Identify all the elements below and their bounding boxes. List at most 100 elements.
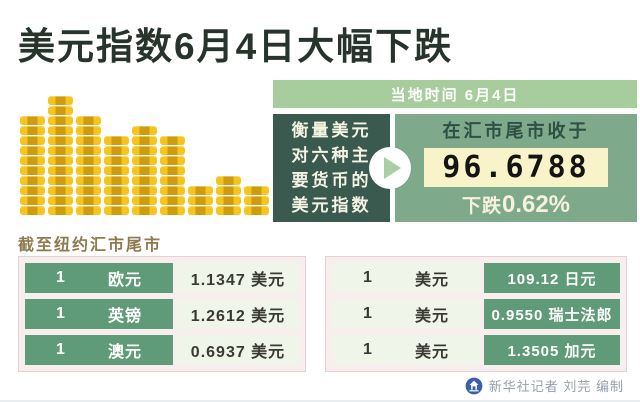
coin-icon: [48, 96, 73, 105]
currency: 英镑: [107, 308, 142, 325]
coin-icon: [76, 166, 101, 175]
table-row: 1 澳元 0.6937 美元: [25, 335, 299, 365]
coin-icon: [160, 156, 185, 165]
value-cell: 0.9550 瑞士法郎: [484, 299, 620, 329]
coin-icon: [48, 136, 73, 145]
coin-icon: [132, 176, 157, 185]
change-label: 下跌: [461, 196, 502, 217]
desc-line: 美元指数: [291, 196, 372, 215]
currency-cell: 1 澳元: [25, 335, 173, 365]
coin-icon: [48, 186, 73, 195]
coin-icon: [160, 206, 185, 215]
table-row: 1 美元 109.12 日元: [332, 263, 620, 293]
coin-icon: [48, 206, 73, 215]
currency: 美元: [414, 344, 449, 361]
coin-icon: [20, 136, 45, 145]
coin-icon: [104, 166, 129, 175]
coin-icon: [104, 206, 129, 215]
coin-icon: [160, 136, 185, 145]
coin-icon: [76, 116, 101, 125]
coin-icon: [104, 186, 129, 195]
coin-icon: [20, 196, 45, 205]
coin-stack: [188, 186, 213, 215]
xinhua-logo-icon: [465, 377, 483, 394]
currency: 欧元: [107, 272, 142, 289]
table-row: 1 美元 0.9550 瑞士法郎: [332, 299, 620, 329]
coin-icon: [104, 196, 129, 205]
amount: 1: [56, 269, 66, 286]
coin-icon: [188, 206, 213, 215]
play-arrow-icon: [384, 157, 401, 179]
change-value: 0.62%: [501, 191, 571, 218]
coin-icon: [132, 186, 157, 195]
currency: 美元: [414, 308, 449, 325]
currency-cell: 1 美元: [332, 263, 480, 293]
coin-icon: [48, 116, 73, 125]
panel-header-date: 当地时间 6月4日: [273, 80, 637, 108]
coin-icon: [76, 186, 101, 195]
closing-label: 在汇市尾市收于: [442, 121, 590, 141]
coin-stack: [48, 96, 73, 215]
currency-cell: 1 欧元: [25, 263, 173, 293]
coin-icon: [20, 146, 45, 155]
coin-icon: [48, 126, 73, 135]
coin-stack: [160, 136, 185, 215]
coin-icon: [76, 126, 101, 135]
coin-icon: [104, 136, 129, 145]
coin-icon: [160, 186, 185, 195]
desc-line: 对六种主: [291, 146, 372, 165]
coin-icon: [48, 146, 73, 155]
amount: 1: [56, 305, 66, 322]
coin-icon: [48, 156, 73, 165]
coin-icon: [20, 126, 45, 135]
coin-icon: [160, 176, 185, 185]
play-arrow-badge: [369, 147, 411, 189]
coin-icon: [20, 176, 45, 185]
desc-line: 要货币的: [291, 171, 372, 190]
coin-stack: [244, 186, 269, 215]
coin-icon: [244, 206, 269, 215]
amount: 1: [56, 341, 66, 358]
coin-icon: [132, 126, 157, 135]
coin-icon: [76, 176, 101, 185]
table-row: 1 美元 1.3505 加元: [332, 335, 620, 365]
currency-cell: 1 英镑: [25, 299, 173, 329]
credit-line: 新华社记者 刘芫 编制: [465, 376, 624, 395]
coin-icon: [20, 156, 45, 165]
coin-icon: [20, 186, 45, 195]
panel-body: 衡量美元 对六种主 要货币的 美元指数 在汇市尾市收于 96.6788 下跌0.…: [273, 114, 637, 222]
coin-icon: [216, 206, 241, 215]
currency-cell: 1 美元: [332, 335, 480, 365]
amount: 1: [363, 305, 373, 322]
value-cell: 1.2612 美元: [177, 299, 299, 329]
coin-stack: [76, 116, 101, 215]
coin-icon: [76, 156, 101, 165]
coin-icon: [216, 176, 241, 185]
index-closing-value: 96.6788: [424, 148, 608, 187]
coin-icon: [160, 166, 185, 175]
coin-icon: [20, 166, 45, 175]
value-cell: 109.12 日元: [484, 263, 620, 293]
coin-icon: [160, 146, 185, 155]
coin-icon: [188, 196, 213, 205]
coin-icon: [132, 156, 157, 165]
coin-icon: [76, 196, 101, 205]
dollar-index-panel: 当地时间 6月4日 衡量美元 对六种主 要货币的 美元指数 在汇市尾市收于 96…: [273, 80, 637, 222]
value-cell: 1.3505 加元: [484, 335, 620, 365]
coin-icon: [188, 186, 213, 195]
table-row: 1 欧元 1.1347 美元: [25, 263, 299, 293]
coin-icon: [48, 176, 73, 185]
coin-icon: [216, 186, 241, 195]
currency-cell: 1 美元: [332, 299, 480, 329]
index-change: 下跌0.62%: [462, 191, 570, 219]
coin-icon: [244, 196, 269, 205]
coin-icon: [104, 156, 129, 165]
value-cell: 0.6937 美元: [177, 335, 299, 365]
fx-table-right: 1 美元 109.12 日元 1 美元 0.9550 瑞士法郎 1 美元 1.3…: [325, 256, 627, 372]
closing-result-box: 在汇市尾市收于 96.6788 下跌0.62%: [395, 114, 637, 222]
coin-stack: [20, 116, 45, 215]
coin-icon: [48, 106, 73, 115]
coin-icon: [48, 166, 73, 175]
coin-icon: [160, 196, 185, 205]
